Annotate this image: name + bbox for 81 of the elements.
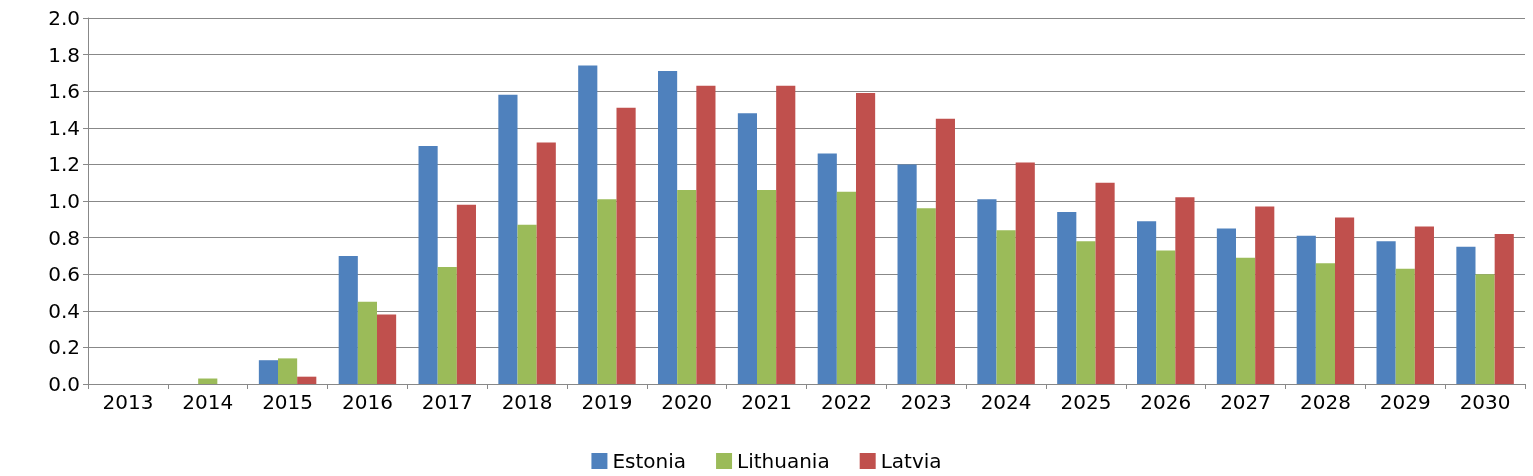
x-tick-label: 2029 [1379, 390, 1431, 414]
y-tick-label: 2.0 [48, 6, 80, 30]
bar [757, 190, 777, 384]
x-tick-label: 2022 [820, 390, 872, 414]
bar [258, 360, 278, 384]
x-tick-label: 2019 [581, 390, 633, 414]
bar [1315, 263, 1335, 384]
bar [616, 107, 636, 384]
x-tick-label: 2030 [1459, 390, 1511, 414]
legend-label: Estonia [612, 449, 687, 473]
bar [1395, 268, 1415, 384]
bar [418, 146, 438, 384]
x-tick-label: 2028 [1299, 390, 1351, 414]
y-tick-label: 0.0 [48, 372, 80, 396]
x-tick-label: 2015 [262, 390, 314, 414]
bar [1015, 162, 1035, 384]
bar [578, 65, 598, 384]
bar [357, 301, 377, 384]
bar [817, 153, 837, 384]
x-tick-label: 2016 [341, 390, 393, 414]
x-tick-label: 2023 [900, 390, 952, 414]
x-tick-label: 2014 [182, 390, 234, 414]
bar [377, 314, 397, 384]
bar [1216, 228, 1236, 384]
bar [996, 230, 1016, 384]
bar [1456, 246, 1476, 384]
bar [1376, 241, 1396, 384]
bar [297, 376, 317, 384]
bar [658, 71, 678, 384]
x-tick-label: 2025 [1060, 390, 1112, 414]
bar [1175, 197, 1195, 384]
x-tick-label: 2021 [741, 390, 793, 414]
bar [977, 199, 997, 384]
x-tick-label: 2018 [501, 390, 553, 414]
bar [536, 142, 556, 384]
bar [916, 208, 936, 384]
y-tick-label: 0.8 [48, 225, 80, 250]
bar [737, 113, 757, 384]
bar [278, 358, 298, 384]
bar [597, 199, 617, 384]
bar [456, 204, 476, 384]
bar [517, 224, 537, 384]
x-tick-label: 2020 [661, 390, 713, 414]
bar [1255, 206, 1275, 384]
bar [198, 378, 218, 384]
bar [1095, 182, 1115, 384]
y-tick-label: 0.4 [48, 298, 80, 323]
bar [1335, 217, 1355, 384]
y-tick-label: 1.2 [48, 152, 80, 177]
legend-label: Latvia [880, 449, 942, 473]
bar [776, 85, 796, 384]
bar [1076, 241, 1096, 384]
bar [498, 94, 518, 384]
bar [1475, 274, 1495, 384]
y-tick-label: 1.4 [48, 115, 80, 140]
y-tick-label: 1.6 [48, 79, 80, 104]
x-tick-label: 2017 [421, 390, 473, 414]
bar [1236, 257, 1256, 384]
x-tick-label: 2013 [102, 390, 154, 414]
bar [1057, 211, 1077, 384]
legend-label: Lithuania [737, 449, 830, 473]
bar [935, 118, 955, 384]
x-tick-label: 2024 [980, 390, 1032, 414]
bar [338, 255, 358, 384]
y-tick-label: 0.2 [48, 335, 80, 360]
bar [1156, 250, 1176, 384]
y-tick-label: 0.6 [48, 262, 80, 287]
y-tick-label: 1.0 [48, 189, 80, 213]
bar [696, 85, 716, 384]
bar [1414, 226, 1434, 384]
x-tick-label: 2026 [1140, 390, 1192, 414]
bar [897, 164, 917, 384]
bar [437, 266, 457, 384]
bar [1137, 221, 1157, 384]
bar [856, 93, 876, 384]
bar [677, 190, 697, 384]
bar [1494, 233, 1514, 384]
bar [1296, 235, 1316, 384]
x-tick-label: 2027 [1220, 390, 1272, 414]
y-tick-label: 1.8 [48, 42, 80, 67]
bar [836, 191, 856, 384]
